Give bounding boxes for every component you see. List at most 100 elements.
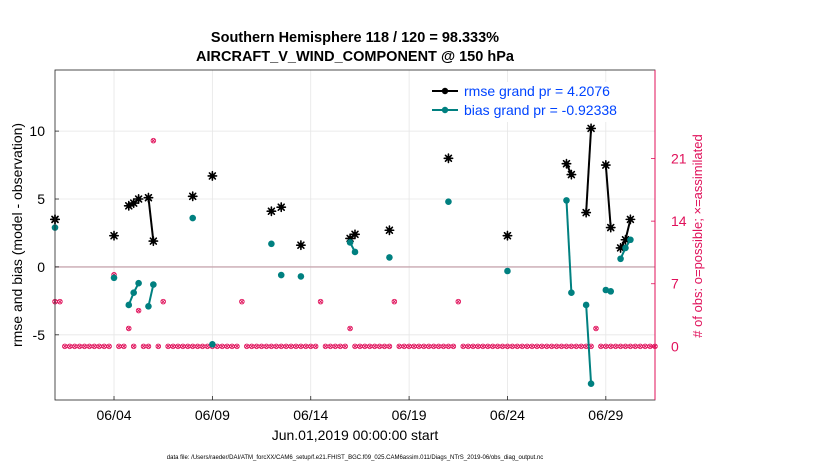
obs-assimilated-marker (234, 344, 240, 349)
obs-assimilated-marker (426, 344, 431, 349)
bias-marker (504, 267, 511, 275)
rmse-marker-center (446, 155, 451, 161)
x-tick-label: 06/19 (392, 407, 427, 423)
chart-title-line1: Southern Hemisphere 118 / 120 = 98.333% (211, 30, 499, 46)
y-axis-label-left: rmse and bias (model - observation) (9, 123, 25, 347)
x-tick-label: 06/24 (490, 407, 525, 423)
obs-assimilated-marker (200, 344, 205, 349)
obs-assimilated-marker (431, 344, 436, 349)
obs-possible-marker (135, 307, 142, 314)
obs-assimilated-marker (549, 344, 554, 349)
obs-assimilated-marker (603, 344, 608, 349)
obs-assimilated-marker (343, 344, 348, 349)
bias-line (565, 200, 573, 293)
obs-assimilated-marker (141, 344, 146, 349)
bias-marker (582, 301, 590, 309)
obs-assimilated-marker (510, 344, 515, 349)
obs-assimilated-marker (185, 344, 190, 349)
obs-possible-marker (121, 343, 127, 350)
obs-assimilated-marker (72, 344, 77, 349)
y-tick-label-right: 14 (671, 213, 687, 229)
obs-assimilated-marker (579, 344, 584, 349)
legend-bias-label: bias grand pr = -0.92338 (464, 102, 617, 118)
obs-assimilated-marker (220, 344, 225, 349)
y-tick-label-right: 7 (671, 276, 679, 292)
obs-assimilated-marker (628, 344, 633, 349)
obs-assimilated-marker (569, 344, 574, 349)
obs-assimilated-marker (534, 344, 540, 349)
y-tick-label-right: 21 (671, 151, 687, 167)
obs-assimilated-marker (338, 344, 343, 349)
obs-assimilated-marker (57, 299, 63, 304)
obs-assimilated-marker (465, 344, 471, 349)
bias-marker (209, 341, 216, 348)
bias-marker (568, 289, 575, 297)
bias-marker (445, 198, 452, 206)
obs-assimilated-marker (441, 344, 446, 349)
obs-assimilated-marker (146, 344, 151, 349)
obs-assimilated-marker (377, 344, 382, 349)
rmse-marker-center (568, 172, 574, 177)
bias-marker (135, 279, 142, 287)
obs-assimilated-marker (175, 344, 181, 349)
legend-rmse-marker (441, 87, 449, 95)
bias-marker (622, 244, 629, 252)
x-tick-label: 06/09 (195, 407, 230, 423)
obs-assimilated-marker (82, 344, 87, 349)
rmse-marker-center (209, 173, 215, 179)
obs-assimilated-marker (623, 344, 628, 349)
obs-assimilated-marker (515, 344, 520, 349)
obs-assimilated-marker (293, 344, 299, 349)
obs-assimilated-marker (647, 344, 653, 349)
obs-assimilated-marker (367, 344, 372, 349)
obs-assimilated-marker (170, 344, 176, 349)
legend: rmse grand pr = 4.2076 bias grand pr = -… (426, 82, 650, 122)
rmse-marker-center (583, 210, 589, 215)
rmse-marker-center (623, 237, 628, 243)
obs-assimilated-marker (554, 344, 559, 349)
bias-marker (607, 288, 615, 295)
x-tick-label: 06/04 (96, 407, 131, 423)
legend-bias-marker (441, 106, 449, 114)
rmse-marker-center (136, 196, 142, 202)
obs-assimilated-marker (520, 344, 525, 349)
obs-possible-marker (455, 298, 462, 305)
x-axis-label: Jun.01,2019 00:00:00 start (272, 427, 439, 443)
obs-assimilated-marker (274, 344, 279, 349)
bias-marker (130, 289, 137, 297)
obs-assimilated-marker (62, 344, 67, 349)
obs-assimilated-marker (411, 344, 417, 349)
bias-marker (346, 239, 354, 246)
obs-possible-marker (130, 343, 137, 350)
obs-assimilated-marker (116, 344, 122, 349)
legend-box (426, 82, 650, 122)
bias-marker (150, 281, 157, 288)
obs-assimilated-marker (269, 344, 274, 349)
obs-assimilated-marker (475, 344, 481, 349)
obs-assimilated-marker (229, 344, 235, 349)
rmse-marker-center (618, 245, 623, 251)
bias-marker (627, 236, 634, 244)
rmse-marker-center (146, 195, 151, 201)
obs-assimilated-marker (328, 344, 333, 349)
bias-marker (587, 380, 595, 388)
chart-title-line2: AIRCRAFT_V_WIND_COMPONENT @ 150 hPa (196, 49, 515, 65)
obs-assimilated-marker (288, 344, 294, 349)
bias-marker (145, 302, 152, 310)
bias-marker (297, 273, 305, 280)
obs-assimilated-marker (244, 344, 249, 349)
bias-marker (268, 240, 275, 248)
footer-data-file: data file: /Users/raeder/DAI/ATM_forcXX/… (167, 455, 543, 461)
obs-possible-marker (391, 298, 398, 305)
obs-possible-marker (347, 325, 353, 332)
obs-assimilated-marker (500, 344, 505, 349)
obs-assimilated-marker (77, 344, 82, 349)
obs-assimilated-marker (362, 344, 367, 349)
rmse-marker-center (268, 208, 274, 214)
obs-assimilated-marker (406, 344, 412, 349)
obs-assimilated-marker (416, 344, 422, 349)
bias-line (585, 304, 593, 384)
obs-assimilated-marker (544, 344, 549, 349)
obs-assimilated-marker (505, 344, 510, 349)
bias-marker (110, 274, 118, 282)
